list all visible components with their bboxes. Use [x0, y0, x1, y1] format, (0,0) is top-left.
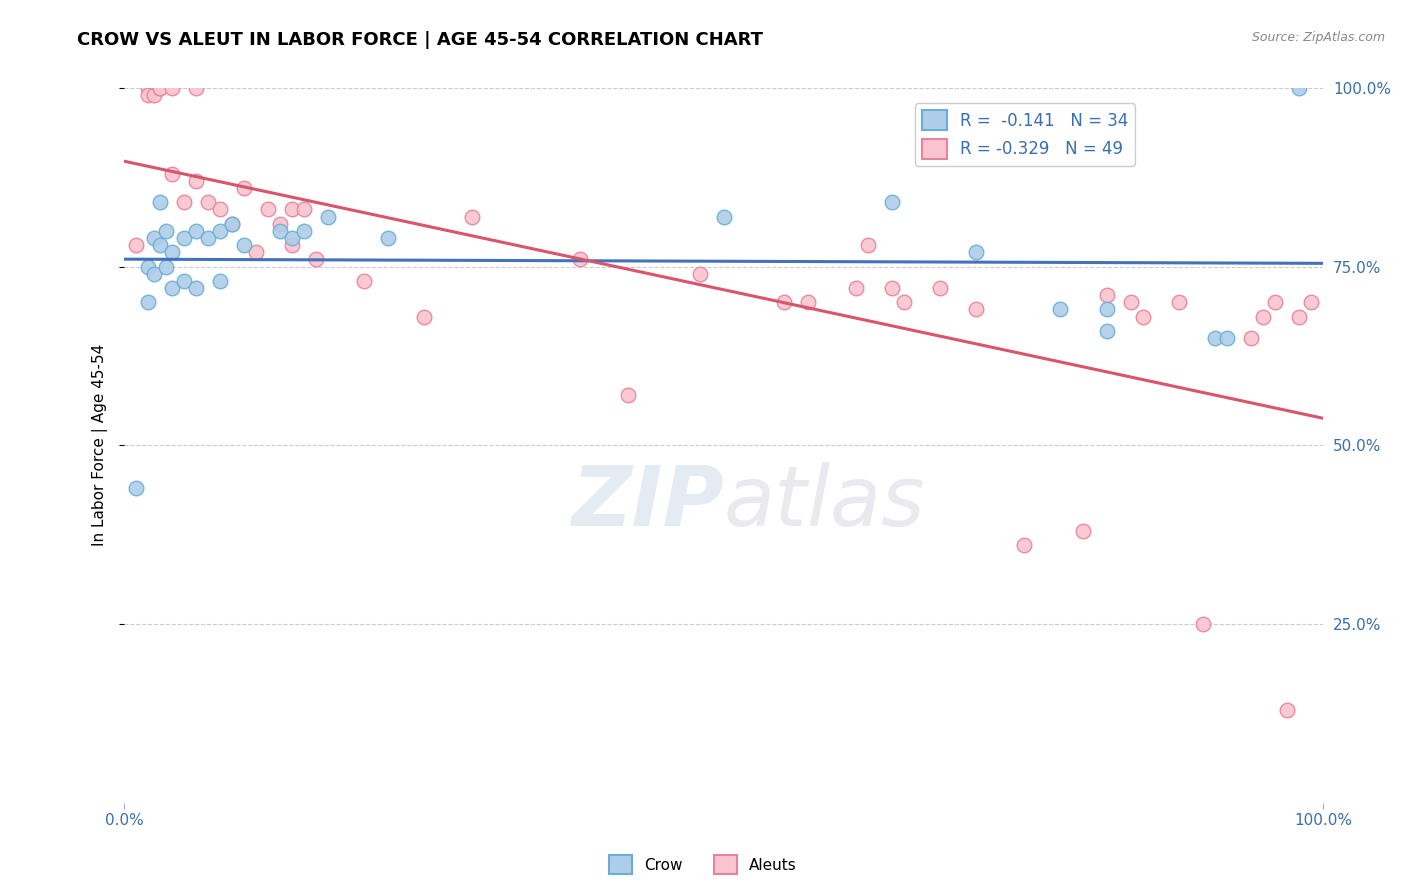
Point	[173, 195, 195, 210]
Point	[221, 217, 243, 231]
Point	[1288, 81, 1310, 95]
Point	[197, 231, 219, 245]
Point	[1301, 295, 1323, 310]
Point	[893, 295, 915, 310]
Point	[292, 224, 315, 238]
Point	[162, 167, 184, 181]
Point	[233, 238, 256, 252]
Point	[1240, 331, 1263, 345]
Point	[1168, 295, 1191, 310]
Text: CROW VS ALEUT IN LABOR FORCE | AGE 45-54 CORRELATION CHART: CROW VS ALEUT IN LABOR FORCE | AGE 45-54…	[77, 31, 763, 49]
Y-axis label: In Labor Force | Age 45-54: In Labor Force | Age 45-54	[93, 344, 108, 546]
Point	[281, 238, 304, 252]
Point	[928, 281, 950, 295]
Point	[1216, 331, 1239, 345]
Point	[221, 217, 243, 231]
Point	[305, 252, 328, 267]
Point	[617, 388, 640, 402]
Point	[143, 267, 166, 281]
Point	[197, 195, 219, 210]
Point	[461, 210, 484, 224]
Point	[136, 295, 159, 310]
Point	[689, 267, 711, 281]
Point	[125, 481, 148, 495]
Point	[125, 238, 148, 252]
Point	[713, 210, 735, 224]
Point	[162, 245, 184, 260]
Point	[1097, 324, 1119, 338]
Legend: Crow, Aleuts: Crow, Aleuts	[603, 849, 803, 880]
Point	[245, 245, 267, 260]
Point	[149, 81, 172, 95]
Point	[796, 295, 818, 310]
Point	[136, 81, 159, 95]
Point	[377, 231, 399, 245]
Point	[568, 252, 591, 267]
Point	[162, 81, 184, 95]
Point	[257, 202, 280, 217]
Point	[233, 181, 256, 195]
Point	[413, 310, 436, 324]
Point	[1097, 288, 1119, 302]
Point	[209, 274, 232, 288]
Point	[136, 260, 159, 274]
Point	[880, 195, 903, 210]
Point	[965, 302, 987, 317]
Point	[162, 281, 184, 295]
Point	[143, 88, 166, 103]
Point	[136, 88, 159, 103]
Point	[281, 202, 304, 217]
Point	[269, 224, 291, 238]
Point	[269, 217, 291, 231]
Point	[155, 224, 177, 238]
Point	[856, 238, 879, 252]
Point	[186, 81, 208, 95]
Point	[1049, 302, 1071, 317]
Point	[186, 224, 208, 238]
Point	[1253, 310, 1275, 324]
Point	[353, 274, 375, 288]
Point	[173, 274, 195, 288]
Point	[1277, 703, 1299, 717]
Point	[1121, 295, 1143, 310]
Point	[155, 260, 177, 274]
Point	[281, 231, 304, 245]
Point	[1012, 538, 1035, 552]
Point	[173, 231, 195, 245]
Point	[1097, 302, 1119, 317]
Point	[1073, 524, 1095, 538]
Point	[292, 202, 315, 217]
Point	[1264, 295, 1286, 310]
Point	[186, 174, 208, 188]
Point	[1132, 310, 1154, 324]
Point	[209, 224, 232, 238]
Point	[209, 202, 232, 217]
Point	[965, 245, 987, 260]
Text: ZIP: ZIP	[571, 462, 724, 543]
Point	[149, 195, 172, 210]
Point	[845, 281, 868, 295]
Point	[772, 295, 794, 310]
Legend: R =  -0.141   N = 34, R = -0.329   N = 49: R = -0.141 N = 34, R = -0.329 N = 49	[915, 103, 1135, 166]
Text: atlas: atlas	[724, 462, 925, 543]
Point	[149, 238, 172, 252]
Point	[186, 281, 208, 295]
Point	[1288, 310, 1310, 324]
Point	[1192, 616, 1215, 631]
Point	[316, 210, 339, 224]
Text: Source: ZipAtlas.com: Source: ZipAtlas.com	[1251, 31, 1385, 45]
Point	[143, 231, 166, 245]
Point	[149, 81, 172, 95]
Point	[880, 281, 903, 295]
Point	[1204, 331, 1226, 345]
